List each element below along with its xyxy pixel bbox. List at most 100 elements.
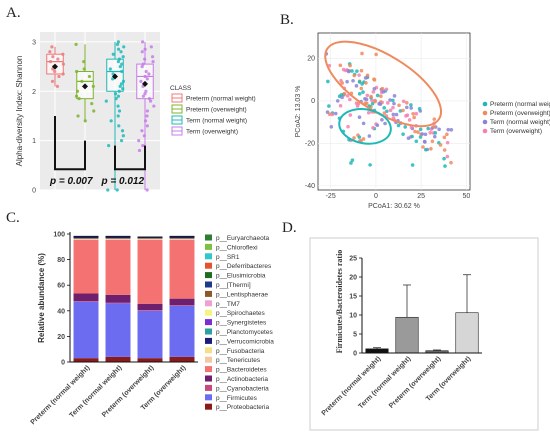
data-point [401,132,405,136]
data-point [340,95,344,100]
legend-label: Term (overweight) [490,128,542,135]
data-point [116,40,120,44]
data-point [74,42,78,46]
legend-label: p__Lentisphaerae [216,291,268,298]
data-point [121,55,125,59]
data-point [141,62,145,66]
data-point [382,106,386,110]
data-point [338,63,343,68]
data-point [355,104,360,108]
data-point [113,92,118,96]
data-point [384,87,389,92]
data-point [443,164,447,168]
legend-label: p__Elusimicrobia [216,273,266,280]
data-point [115,188,119,192]
data-point [327,104,331,108]
panel-d-bars [365,274,479,354]
data-point [143,119,148,123]
group-1 [74,42,96,123]
data-point [148,99,153,103]
legend-swatch [205,328,212,335]
bar-segment [137,310,163,359]
data-point [119,82,123,86]
legend-swatch [205,384,212,391]
data-point [57,74,61,79]
data-point [150,55,155,59]
data-point [151,60,155,64]
data-point [412,115,416,120]
y-tick-label: 100 [53,232,65,239]
bar-segment [137,239,163,240]
bar-segment [73,301,99,359]
panel-b-points [324,51,454,168]
data-point [152,104,156,108]
data-point [147,97,152,101]
data-point [365,93,370,98]
data-point [107,143,111,148]
data-point [421,145,425,149]
data-point [377,101,381,106]
data-point [117,109,122,113]
data-point [87,74,92,79]
data-point [142,134,146,138]
data-point [145,114,149,118]
data-point [366,110,371,115]
ellipse-preterm-normal-weight [338,108,392,145]
data-point [348,97,352,102]
legend-label: p__Verrucomicrobia [216,338,274,345]
data-point [335,99,340,103]
data-point [75,69,79,74]
data-point [414,111,419,116]
panel-d-x-ticks: Preterm (normal weight)Term (normal weig… [321,355,473,417]
panel-b-legend: Preterm (normal weight) Preterm (overweig… [482,101,550,135]
data-point [369,94,373,99]
data-point [372,77,376,81]
bar-segment [73,301,99,302]
legend-label: p__Tenericutes [216,357,261,364]
bar-segment [73,238,99,240]
data-point [145,188,149,192]
data-point [352,73,357,78]
data-point [118,64,122,69]
data-point [355,69,359,73]
data-point [92,109,96,113]
data-point [350,158,355,162]
data-point [410,134,414,139]
data-point [388,108,393,113]
data-point [397,103,401,108]
data-point [115,42,120,46]
data-point [361,121,366,126]
bar-segment [137,238,163,240]
data-point [140,64,144,69]
data-point [357,115,362,120]
data-point [437,127,441,132]
data-point [409,103,413,107]
data-point [82,67,86,71]
data-point [117,89,121,93]
panel-a-significance-brackets [54,115,146,171]
panel-a-legend-title: CLASS [170,85,192,92]
legend-label: Preterm (overweight) [186,107,247,114]
data-point [391,116,396,120]
legend-swatch [205,356,212,363]
data-point [385,101,390,105]
y-tick-label: 20 [307,55,315,62]
data-point [442,148,447,152]
data-point [141,143,145,148]
data-point [351,78,355,83]
data-point [361,90,365,94]
data-point [104,99,108,103]
data-point [147,72,151,76]
p-value-preterm: p = 0.007 [49,176,93,187]
data-point [403,125,408,129]
legend-label: p__Chloroflexi [216,244,258,251]
data-point [111,52,115,56]
data-point [330,112,335,117]
group-0 [46,45,65,88]
legend-swatch [205,243,212,250]
legend-label: p__Firmicutes [216,395,258,402]
bar-segment [169,356,195,362]
data-point [119,50,123,54]
data-point [61,62,65,66]
